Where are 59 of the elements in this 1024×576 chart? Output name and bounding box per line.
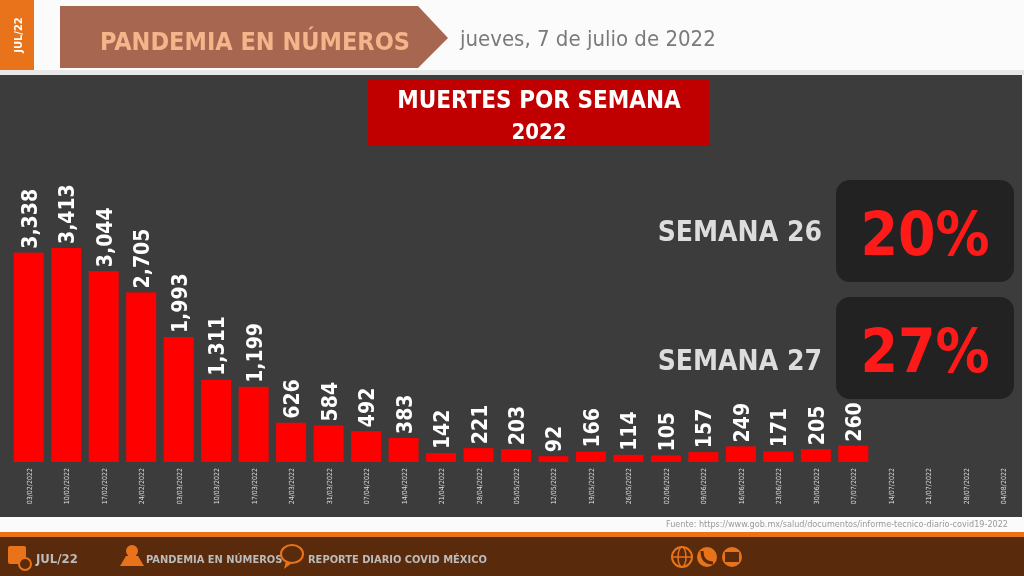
bar [725,446,756,462]
bar [688,452,719,462]
bar [201,379,232,462]
annotation: 27% [860,316,990,386]
data-label: 92 [542,425,567,453]
bar [51,248,82,462]
data-label: 3,413 [55,184,80,244]
chart-title: MUERTES POR SEMANA [397,86,682,114]
bar [838,445,869,462]
text: jueves, 7 de julio de 2022 [459,26,716,51]
data-label: 166 [579,408,604,448]
text: REPORTE DIARIO COVID MÉXICO [308,553,487,566]
data-label: 383 [392,394,417,434]
bar [650,455,681,462]
data-label: 105 [654,411,679,452]
data-label: 3,338 [17,188,42,249]
bar [763,451,794,462]
data-label: 626 [280,379,305,419]
source-note: Fuente: https://www.gob.mx/salud/documentos/informe-tecnico-diario-covid19-2022 [666,519,1008,529]
data-label: 492 [355,387,380,428]
bar [238,386,269,462]
bar [388,437,419,462]
bar [276,422,307,462]
annotation: SEMANA 27 [657,344,822,377]
data-label: 3,044 [92,207,117,268]
annotation: SEMANA 26 [657,215,822,248]
data-label: 171 [767,407,792,448]
text: PANDEMIA EN NÚMEROS [100,26,410,56]
bar [538,456,569,462]
bar [426,453,457,462]
bar [613,454,644,462]
text: JUL/22 [35,551,78,566]
data-label: 2,705 [130,228,155,289]
bar [463,448,494,462]
data-label: 157 [692,408,717,449]
bar [501,449,531,462]
bar [575,451,606,462]
text: PANDEMIA EN NÚMEROS [146,553,283,566]
data-label: 1,993 [167,273,192,334]
data-label: 260 [842,402,867,442]
data-label: 1,311 [205,316,230,376]
chart-subtitle: 2022 [511,119,567,144]
text: JUL/22 [12,17,25,54]
data-label: 584 [317,381,342,422]
annotation: 20% [860,199,990,269]
bar [313,425,344,462]
bar [88,271,119,462]
bar [163,337,194,462]
data-label: 249 [729,402,754,443]
bar [126,292,157,462]
data-label: 221 [467,404,492,445]
data-label: 142 [430,409,455,450]
data-label: 114 [617,411,642,451]
bar [13,252,44,462]
data-label: 205 [804,405,829,446]
bar [351,431,382,462]
data-label: 1,199 [242,323,267,383]
data-label: 203 [505,405,529,446]
bar [800,449,831,462]
